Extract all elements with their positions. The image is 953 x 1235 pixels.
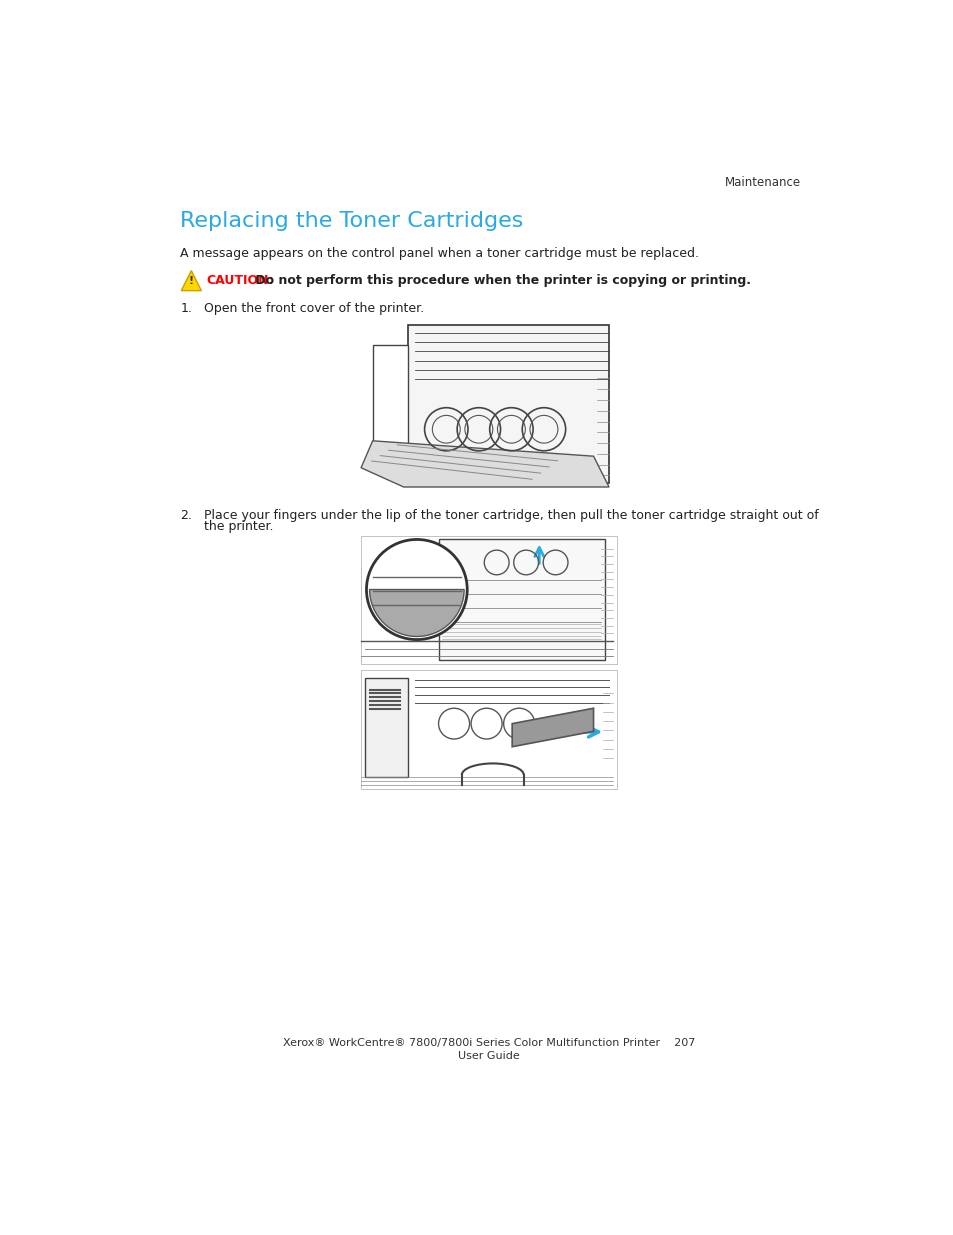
- Text: the printer.: the printer.: [204, 520, 274, 534]
- Polygon shape: [181, 270, 201, 290]
- Bar: [365, 678, 407, 777]
- Text: CAUTION:: CAUTION:: [207, 274, 274, 287]
- Text: A message appears on the control panel when a toner cartridge must be replaced.: A message appears on the control panel w…: [180, 247, 699, 259]
- Text: Xerox® WorkCentre® 7800/7800i Series Color Multifunction Printer    207: Xerox® WorkCentre® 7800/7800i Series Col…: [282, 1037, 695, 1047]
- Text: 2.: 2.: [180, 509, 193, 521]
- Text: 1.: 1.: [180, 303, 193, 315]
- Text: !: !: [189, 277, 193, 287]
- Text: Replacing the Toner Cartridges: Replacing the Toner Cartridges: [180, 211, 523, 231]
- Bar: [438, 540, 604, 661]
- Bar: [373, 345, 407, 468]
- Wedge shape: [369, 589, 464, 636]
- Circle shape: [366, 540, 467, 640]
- Bar: [360, 536, 617, 664]
- Polygon shape: [512, 708, 593, 747]
- Polygon shape: [360, 441, 608, 487]
- Text: Maintenance: Maintenance: [724, 175, 801, 189]
- Text: Do not perform this procedure when the printer is copying or printing.: Do not perform this procedure when the p…: [251, 274, 750, 287]
- Bar: [407, 325, 608, 483]
- Text: Open the front cover of the printer.: Open the front cover of the printer.: [204, 303, 424, 315]
- Text: User Guide: User Guide: [457, 1051, 519, 1061]
- Text: Place your fingers under the lip of the toner cartridge, then pull the toner car: Place your fingers under the lip of the …: [204, 509, 819, 521]
- Bar: [360, 671, 617, 789]
